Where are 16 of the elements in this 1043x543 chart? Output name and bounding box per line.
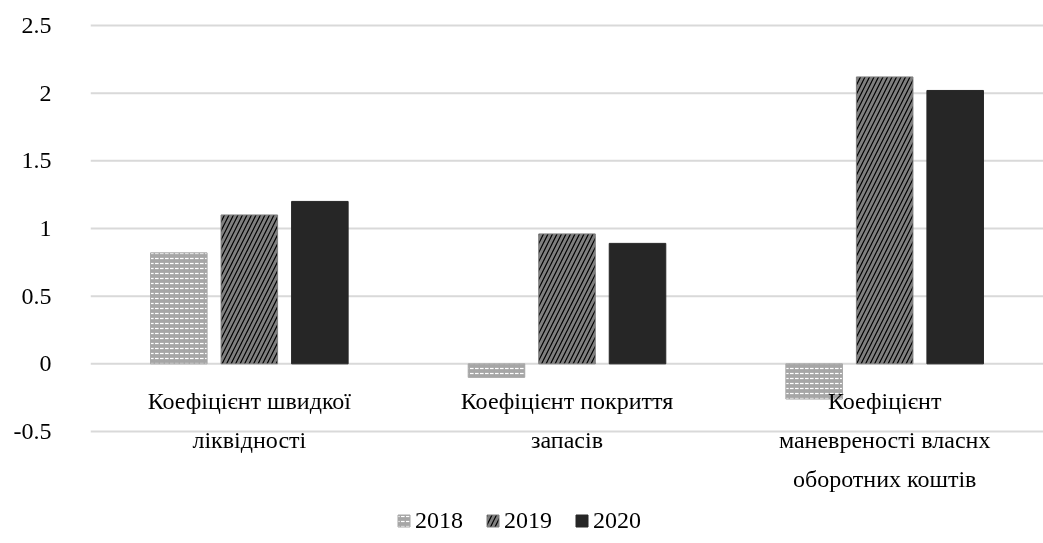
x-tick-label: Коефіцієнт швидкої ліквідності (147, 387, 352, 453)
legend-label: 2019 (504, 507, 552, 534)
bar (608, 242, 667, 365)
y-tick-label: 1 (39, 215, 52, 241)
y-tick-label: 2.5 (21, 12, 52, 38)
bar (926, 89, 984, 365)
y-tick-label: 1.5 (21, 147, 52, 174)
legend-label: 2018 (415, 507, 463, 534)
x-tick-label: Коефіцієнт маневреності власнх оборотних коштів (778, 387, 991, 492)
bar (291, 200, 349, 365)
y-tick-label: 0 (39, 350, 52, 377)
legend-label: 2020 (593, 507, 641, 534)
y-tick-label: 0.5 (21, 282, 52, 309)
x-tick-label: Коефіцієнт покриття запасів (460, 387, 674, 453)
y-tick-label: -0.5 (13, 418, 52, 444)
y-tick-label: 2 (39, 79, 52, 106)
